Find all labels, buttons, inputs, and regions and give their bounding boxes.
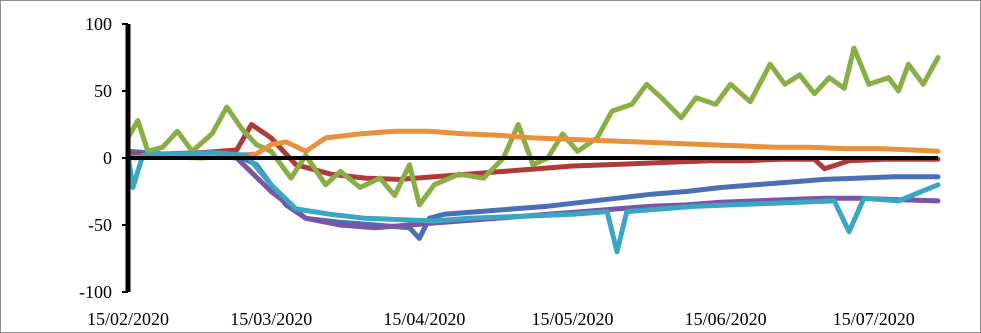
series-line-5 [125,128,941,161]
axes-layer [122,23,938,293]
y-tick-label: -100 [79,282,112,302]
labels-layer: -100 -50 0 50 100 15/02/2020 15/03/2020 15/04/2… [79,14,915,329]
y-tick-label: 0 [103,148,112,168]
x-tick-label: 15/06/2020 [685,309,767,329]
series-layer [125,45,941,255]
x-tick-label: 15/07/2020 [833,309,915,329]
x-tick-label: 15/05/2020 [532,309,614,329]
y-tick-label: -50 [88,215,112,235]
series-line-4 [125,45,941,208]
x-tick-label: 15/02/2020 [87,309,169,329]
y-tick-label: 100 [85,14,112,34]
series-line-6 [125,150,941,255]
x-tick-label: 15/03/2020 [230,309,312,329]
y-tick-label: 50 [94,81,112,101]
x-tick-label: 15/04/2020 [383,309,465,329]
